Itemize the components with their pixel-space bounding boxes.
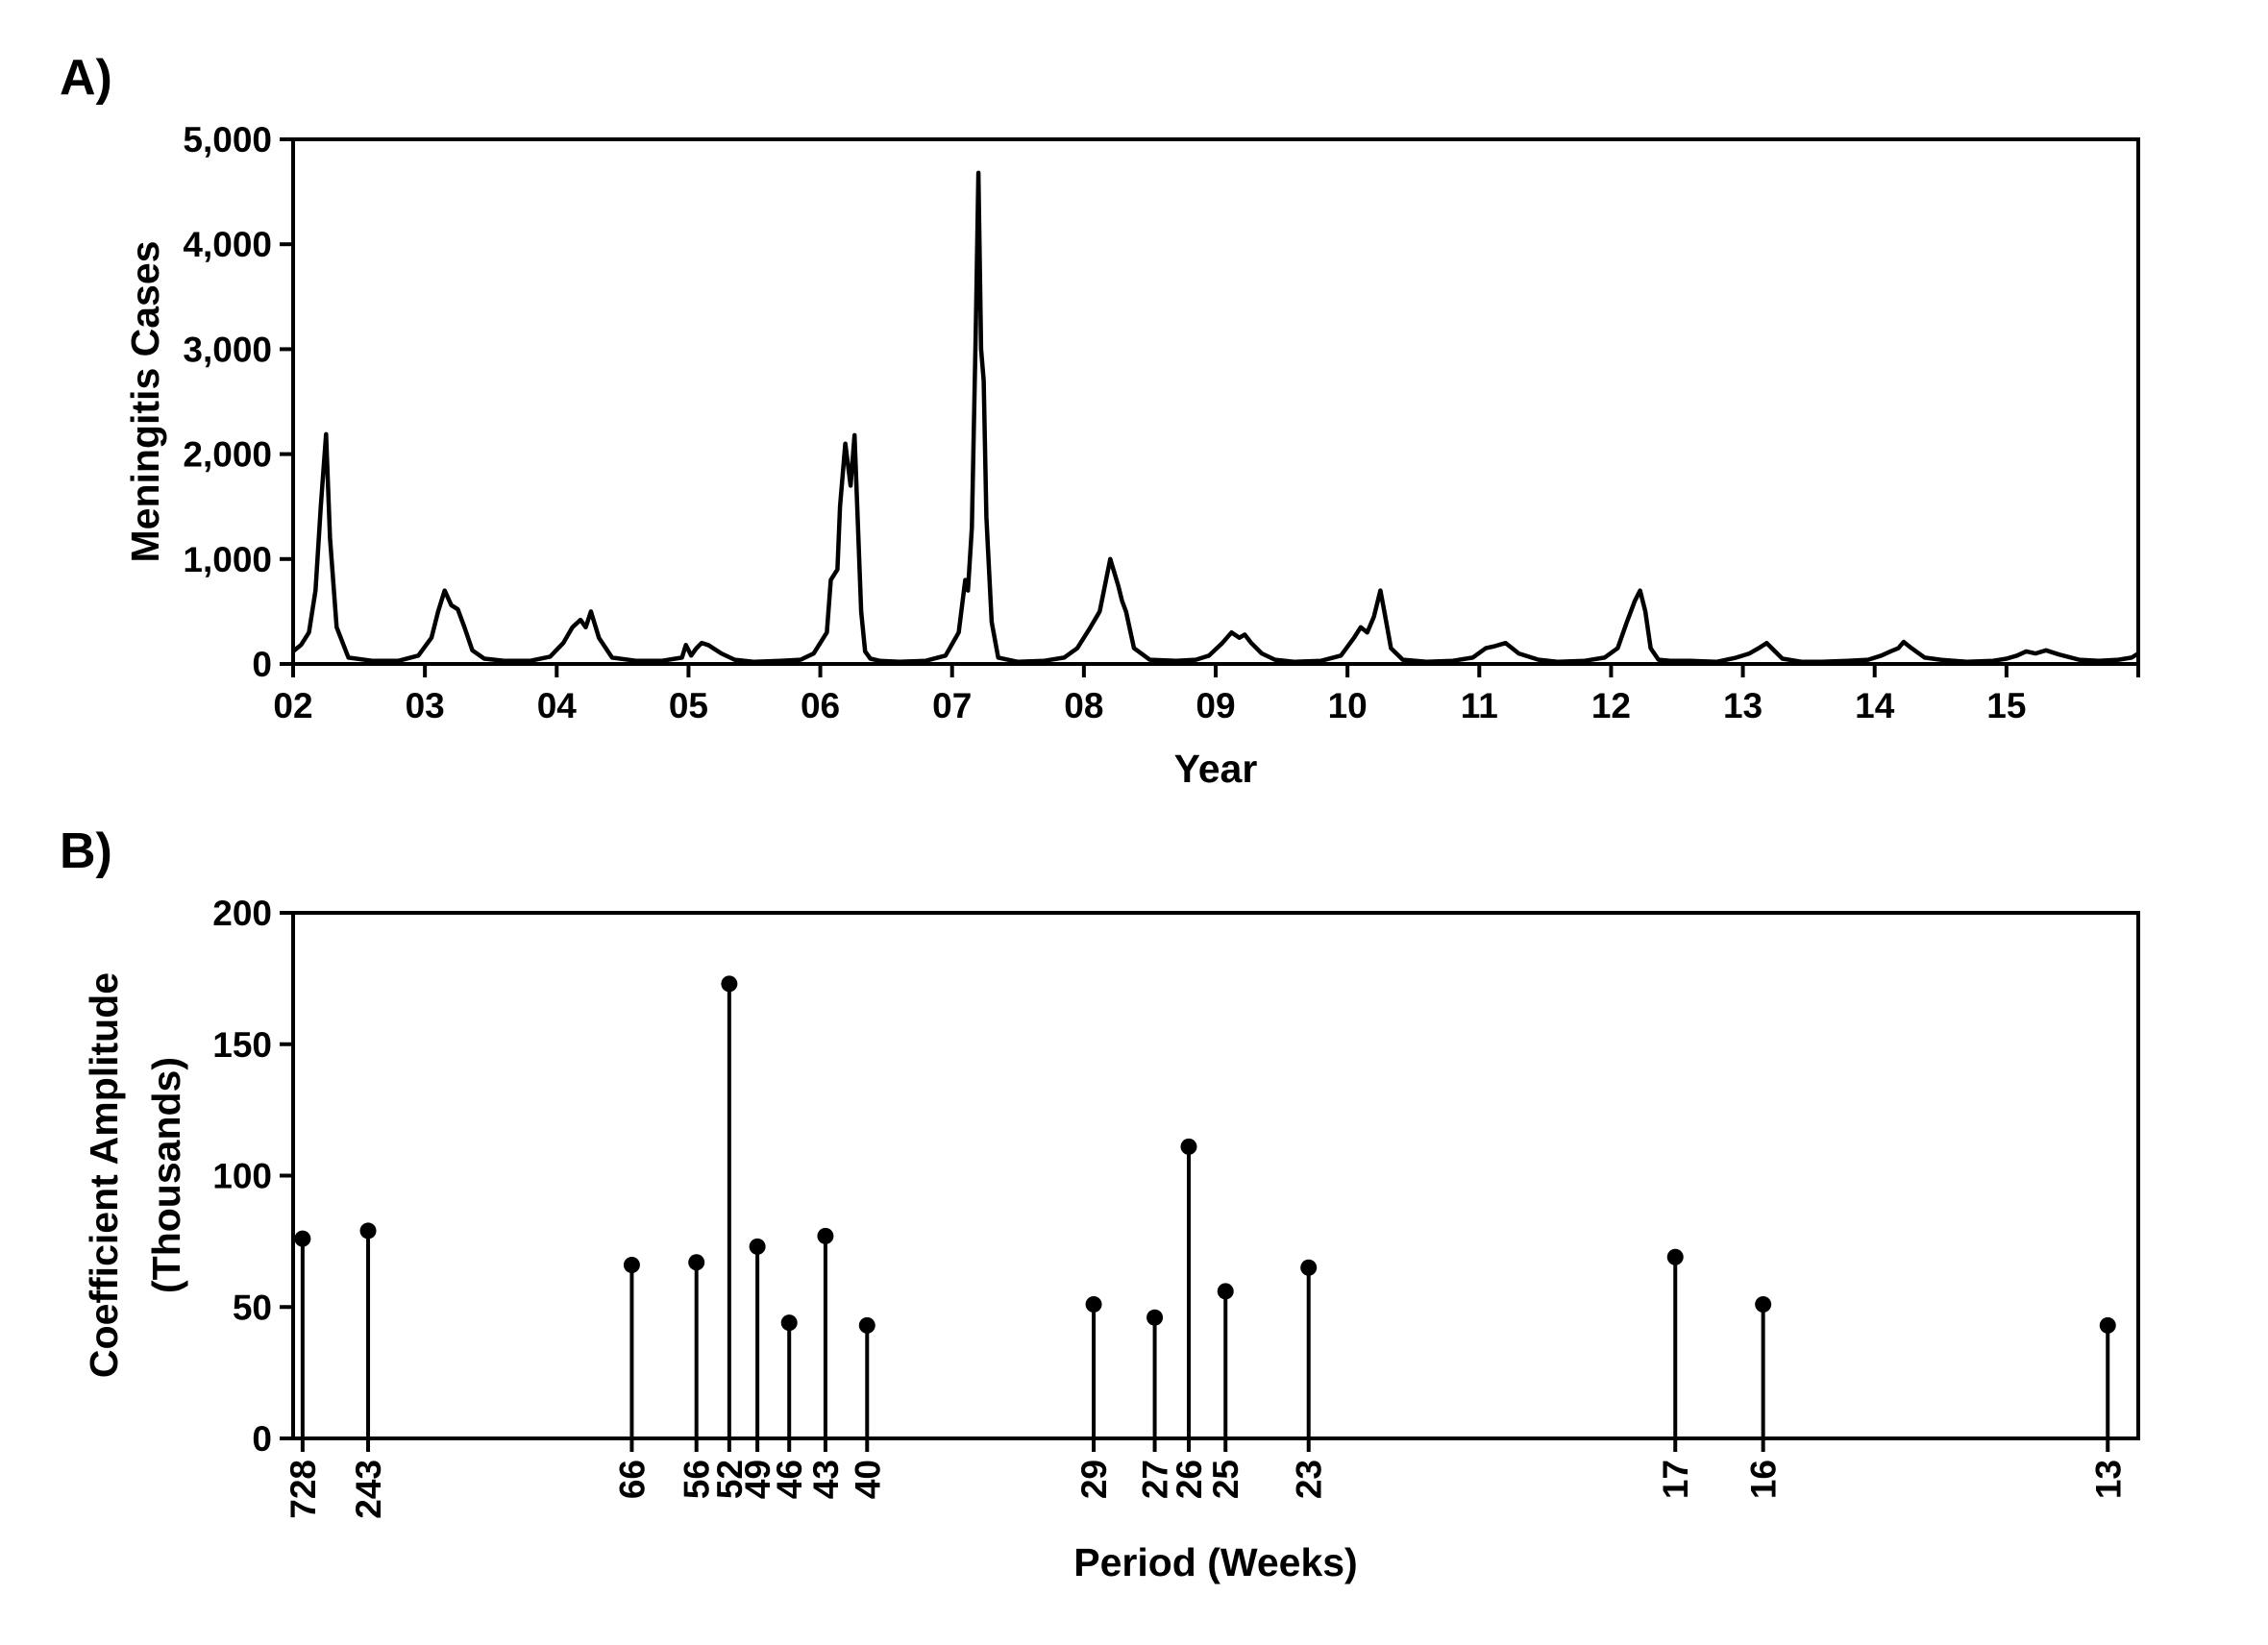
panel-a-x-tick-label: 08 [1064, 686, 1103, 725]
panel-a-x-tick-label: 02 [273, 686, 312, 725]
panel-a-time-series-chart: A) 0 1,000 2,000 3,000 4,000 5,000 02 03 04 05 06… [60, 50, 2140, 791]
amplitude-marker [1300, 1259, 1318, 1276]
panel-b-y-tick-label: 150 [212, 1025, 272, 1065]
amplitude-marker [817, 1227, 834, 1244]
amplitude-marker [1666, 1248, 1684, 1265]
panel-b-y-tick-label: 200 [212, 894, 272, 933]
panel-b-x-tick-label: 23 [1290, 1460, 1329, 1499]
panel-b-x-tick-label: 66 [612, 1460, 652, 1499]
panel-b-x-tick-label: 49 [738, 1460, 777, 1499]
panel-a-y-tick-label: 0 [252, 645, 272, 684]
panel-b-x-tick-label: 56 [678, 1460, 717, 1499]
meningitis-cases-line [291, 170, 2140, 665]
amplitude-marker [858, 1316, 875, 1334]
panel-b-y-axis: 0 50 100 150 200 [212, 894, 293, 1459]
panel-b-x-tick-label: 52 [710, 1460, 750, 1499]
amplitude-marker [688, 1254, 705, 1271]
panel-a-x-tick-label: 11 [1461, 686, 1498, 725]
panel-b-x-tick-label: 40 [848, 1460, 887, 1499]
panel-b-y-axis-title-line-2: (Thousands) [144, 1057, 188, 1293]
panel-a-x-tick-label: 12 [1591, 686, 1631, 725]
panel-b-y-axis-title-line-1: Coefficient Amplitude [82, 972, 126, 1378]
panel-b-x-tick-label: 46 [770, 1460, 809, 1499]
panel-a-x-tick-label: 15 [1986, 686, 2026, 725]
panel-b-x-tick-label: 16 [1744, 1460, 1784, 1499]
panel-a-y-tick-label: 3,000 [183, 330, 272, 369]
panel-a-plot-frame [291, 137, 2140, 666]
panel-a-x-tick-label: 13 [1723, 686, 1763, 725]
panel-b-y-tick-label: 100 [212, 1157, 272, 1196]
panel-a-label: A) [60, 50, 112, 106]
panel-a-y-axis-title: Meningitis Cases [123, 241, 167, 563]
panel-b-plot-frame [291, 911, 2140, 1440]
panel-a-x-tick-label: 14 [1855, 686, 1895, 725]
panel-b-stems [294, 975, 2116, 1438]
panel-b-x-tick-label: 26 [1170, 1460, 1209, 1499]
amplitude-marker [780, 1314, 798, 1332]
panel-b-y-tick-label: 0 [252, 1419, 272, 1459]
panel-a-x-tick-label: 06 [801, 686, 840, 725]
panel-a-y-tick-label: 2,000 [183, 435, 272, 475]
amplitude-marker [623, 1256, 640, 1273]
amplitude-marker [359, 1222, 377, 1240]
amplitude-marker [1180, 1138, 1197, 1155]
panel-a-y-tick-label: 5,000 [183, 120, 272, 160]
amplitude-marker [2099, 1316, 2116, 1334]
panel-a-x-tick-label: 03 [406, 686, 445, 725]
panel-a-x-tick-label: 07 [932, 686, 972, 725]
panel-b-x-tick-label: 243 [349, 1460, 388, 1519]
panel-b-x-tick-label: 43 [806, 1460, 846, 1499]
panel-a-x-tick-label: 04 [537, 686, 578, 725]
panel-a-x-tick-label: 05 [669, 686, 708, 725]
panel-b-y-tick-label: 50 [233, 1288, 272, 1327]
panel-b-x-tick-label: 13 [2088, 1460, 2128, 1499]
panel-a-x-tick-label: 09 [1196, 686, 1235, 725]
amplitude-marker [1217, 1283, 1234, 1300]
panel-a-y-tick-label: 1,000 [183, 540, 272, 579]
amplitude-marker [749, 1238, 766, 1255]
panel-a-x-axis: 02 03 04 05 06 07 08 09 10 11 12 13 14 15 [273, 664, 2140, 725]
panel-b-x-tick-label: 17 [1656, 1460, 1695, 1499]
panel-b-x-axis-title: Period (Weeks) [1073, 1540, 1357, 1584]
amplitude-marker [1085, 1296, 1102, 1314]
amplitude-marker [1146, 1309, 1164, 1326]
amplitude-marker [294, 1230, 311, 1247]
panel-b-x-tick-label: 27 [1136, 1460, 1175, 1499]
panel-b-x-tick-label: 29 [1074, 1460, 1114, 1499]
amplitude-marker [721, 975, 738, 993]
panel-a-y-tick-label: 4,000 [183, 225, 272, 264]
panel-b-label: B) [60, 823, 112, 879]
panel-a-y-axis: 0 1,000 2,000 3,000 4,000 5,000 [183, 120, 293, 684]
panel-a-x-axis-title: Year [1174, 747, 1258, 791]
panel-a-x-tick-label: 10 [1328, 686, 1368, 725]
amplitude-marker [1755, 1296, 1772, 1314]
panel-b-x-tick-label: 728 [284, 1460, 323, 1519]
panel-b-x-tick-label: 25 [1206, 1460, 1245, 1499]
